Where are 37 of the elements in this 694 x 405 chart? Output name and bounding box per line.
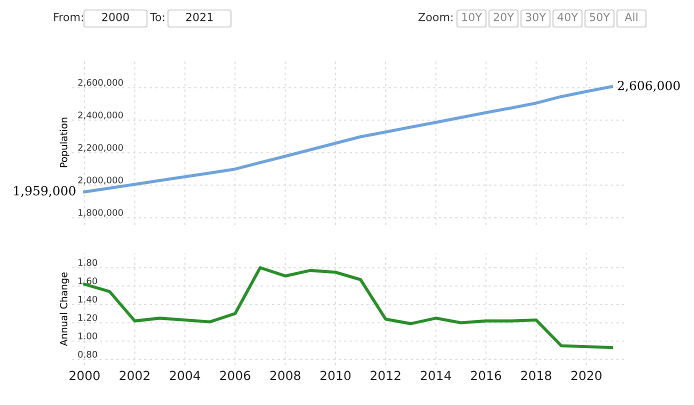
x-tick-label: 2012 [370, 370, 400, 380]
y-tick-label: 1.40 [78, 296, 98, 303]
text: 50Y [590, 12, 610, 22]
x-tick-label: 2004 [170, 370, 200, 380]
x-tick-label: 2000 [70, 370, 100, 380]
x-tick-label: 2018 [521, 370, 552, 380]
text: 20Y [494, 12, 514, 22]
y-axis-title: Annual Change [60, 272, 70, 346]
x-tick-label: 2002 [120, 370, 150, 380]
annotation: 1,959,000 [14, 186, 76, 197]
y-tick-label: 2,600,000 [78, 79, 123, 87]
y-tick-label: 0.80 [78, 350, 98, 358]
y-tick-label: 1.80 [78, 259, 98, 266]
text: From: [54, 12, 83, 22]
text: 2021 [186, 12, 213, 22]
y-tick-label: 2,000,000 [78, 176, 123, 184]
x-tick-label: 2008 [270, 370, 300, 380]
text: Zoom: [418, 12, 452, 22]
x-tick-label: 2006 [220, 370, 250, 380]
text: To: [150, 12, 164, 22]
y-axis-title: Population [60, 118, 70, 168]
text: All [624, 12, 638, 22]
x-tick-label: 2010 [320, 370, 351, 380]
x-tick-label: 2014 [420, 370, 452, 380]
x-tick-label: 2020 [571, 370, 602, 380]
text: 40Y [558, 12, 578, 22]
y-tick-label: 2,400,000 [78, 112, 123, 120]
y-tick-label: 2,200,000 [78, 144, 123, 152]
y-tick-label: 1.00 [78, 332, 98, 340]
y-tick-label: 1.20 [78, 314, 98, 322]
text: 10Y [462, 12, 482, 22]
text: 2000 [102, 12, 129, 22]
x-tick-label: 2016 [471, 370, 502, 380]
text: 30Y [526, 12, 546, 22]
y-tick-label: 1.60 [78, 277, 98, 284]
y-tick-label: 1,800,000 [78, 209, 123, 217]
annotation: 2,606,000 [618, 80, 680, 92]
